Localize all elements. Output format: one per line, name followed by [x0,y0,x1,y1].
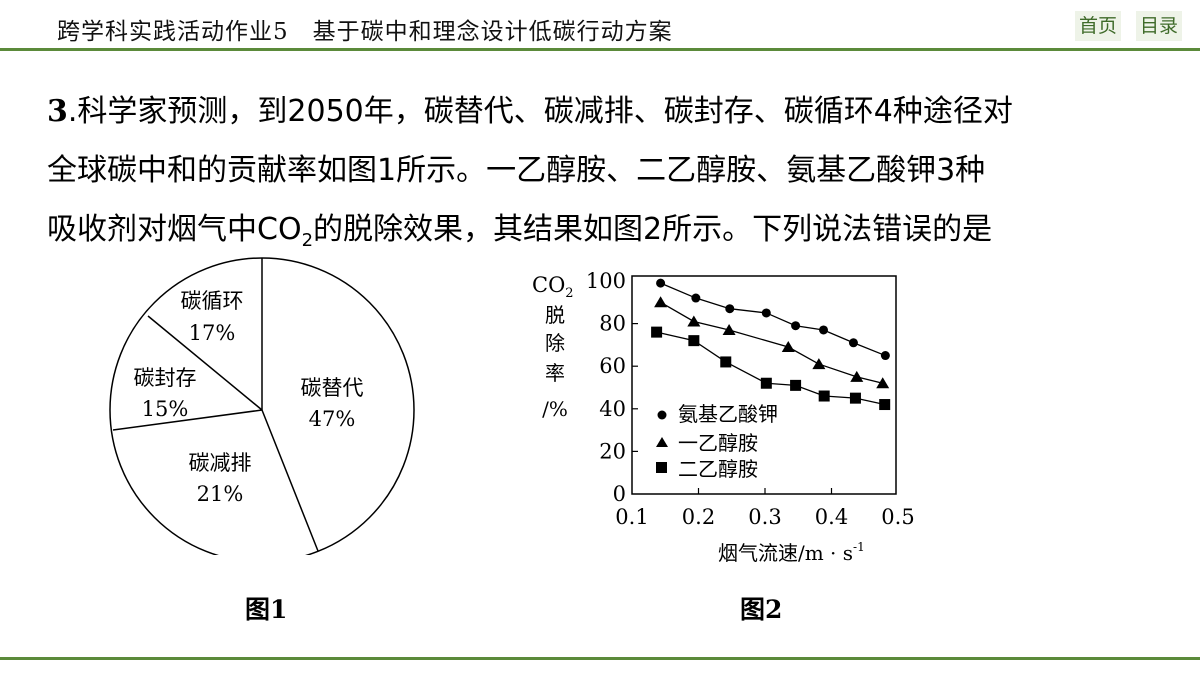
svg-text:0.3: 0.3 [748,505,781,529]
legend-mea: 一乙醇胺 [678,431,758,455]
svg-text:60: 60 [599,354,626,378]
header-divider [0,48,1200,51]
home-button[interactable]: 首页 [1075,11,1122,41]
svg-text:脱: 脱 [545,303,565,327]
figure-1-caption: 图1 [245,595,288,624]
svg-text:20: 20 [599,439,626,463]
pie-pct-reduction: 21% [197,482,244,506]
svg-text:率: 率 [545,361,565,385]
question-line-3: 吸收剂对烟气中CO2的脱除效果，其结果如图2所示。下列说法错误的是 [47,212,993,251]
pie-chart: 碳替代 47% 碳减排 21% 碳封存 15% 碳循环 17% [109,257,415,555]
svg-text:CO2: CO2 [532,273,574,301]
footer-divider [0,657,1200,660]
pie-label-cycle: 碳循环 [181,289,244,313]
pie-pct-cycle: 17% [189,321,236,345]
question-line-2: 全球碳中和的贡献率如图1所示。一乙醇胺、二乙醇胺、氨基乙酸钾3种 [47,153,986,188]
svg-text:0.5: 0.5 [881,505,914,529]
svg-text:0.2: 0.2 [682,505,715,529]
data-series [651,278,891,411]
svg-text:0.4: 0.4 [815,505,848,529]
legend-glycine-k: 氨基乙酸钾 [678,402,778,426]
legend-dea: 二乙醇胺 [678,457,758,481]
y-axis-ticks: 0 20 40 60 80 100 [586,269,638,506]
question-text: 3.科学家预测，到2050年，碳替代、碳减排、碳封存、碳循环4种途径对 全球碳中… [47,82,1157,270]
pie-label-storage: 碳封存 [134,366,197,390]
pie-pct-substitution: 47% [309,407,356,431]
svg-text:80: 80 [599,312,626,336]
svg-text:0.1: 0.1 [615,505,648,529]
figure-2-caption: 图2 [740,595,783,624]
contents-button[interactable]: 目录 [1136,11,1183,41]
x-axis-ticks: 0.1 0.2 0.3 0.4 0.5 [615,488,915,529]
svg-text:40: 40 [599,397,626,421]
svg-text:0: 0 [613,482,626,506]
svg-text:除: 除 [545,331,565,355]
svg-text:100: 100 [586,269,626,293]
question-number: 3 [47,94,68,129]
pie-label-reduction: 碳减排 [189,451,252,475]
svg-text:/%: /% [542,397,568,421]
pie-pct-storage: 15% [142,397,189,421]
pie-label-substitution: 碳替代 [301,376,364,400]
plot-frame [631,275,897,495]
x-axis-label: 烟气流速/m · s-1 [718,540,865,565]
page-title: 跨学科实践活动作业5 基于碳中和理念设计低碳行动方案 [57,19,673,45]
question-line-1: 3.科学家预测，到2050年，碳替代、碳减排、碳封存、碳循环4种途径对 [47,94,1013,129]
